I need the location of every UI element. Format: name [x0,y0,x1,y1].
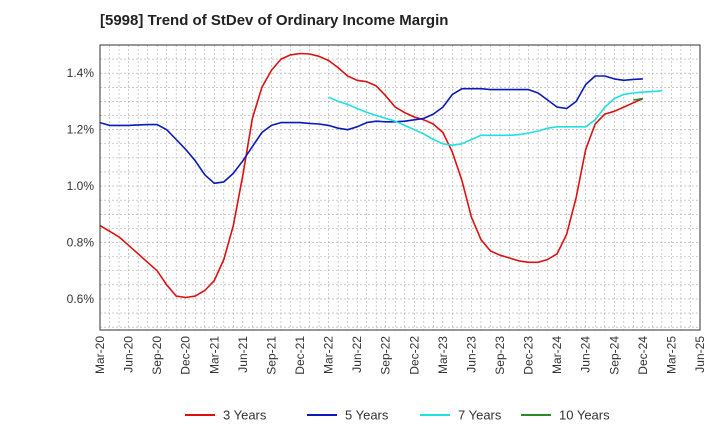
legend-label: 3 Years [223,408,267,423]
x-tick-label: Mar-24 [550,336,564,374]
series-line-5-years [99,75,643,185]
plot-border [99,44,701,331]
x-tick-label: Jun-22 [350,336,364,373]
x-tick-label: Jun-24 [579,336,593,373]
x-tick-label: Jun-25 [693,336,707,373]
plot-background [100,45,700,330]
legend-label: 10 Years [559,408,610,423]
x-tick-label: Sep-20 [150,336,164,375]
x-tick-label: Mar-25 [664,336,678,374]
x-axis-ticks: Mar-20 Jun-20 Sep-20 Dec-20 Mar-21 Jun-21 Sep-… [93,336,707,375]
y-axis-ticks: 0.6% 0.8% 1.0% 1.2% 1.4% [67,66,95,306]
x-tick-label: Mar-21 [207,336,221,374]
x-tick-label: Sep-24 [607,336,621,375]
legend-label: 5 Years [345,408,389,423]
legend-label: 7 Years [458,408,502,423]
x-tick-label: Jun-21 [236,336,250,373]
x-tick-label: Sep-23 [493,336,507,375]
x-tick-label: Dec-23 [522,336,536,375]
x-tick-label: Dec-20 [179,336,193,375]
x-tick-label: Mar-20 [93,336,107,374]
x-tick-label: Jun-20 [122,336,136,373]
x-tick-label: Mar-22 [322,336,336,374]
x-tick-label: Dec-21 [293,336,307,375]
y-tick-label: 1.2% [67,123,95,137]
y-tick-label: 0.6% [67,292,95,306]
legend: 3 Years 5 Years 7 Years 10 Years [185,408,610,423]
series-line-10-years [633,97,644,101]
y-tick-label: 1.4% [67,66,95,80]
chart-title: [5998] Trend of StDev of Ordinary Income… [100,12,449,29]
x-tick-label: Dec-22 [407,336,421,375]
series-line-3-years [99,52,644,299]
y-tick-label: 1.0% [67,179,95,193]
x-tick-label: Jun-23 [464,336,478,373]
x-tick-label: Sep-21 [264,336,278,375]
series-layer [99,52,662,299]
series-line-7-years [328,89,662,146]
x-tick-label: Mar-23 [436,336,450,374]
x-tick-label: Dec-24 [636,336,650,375]
y-tick-label: 0.8% [67,236,95,250]
x-tick-label: Sep-22 [379,336,393,375]
